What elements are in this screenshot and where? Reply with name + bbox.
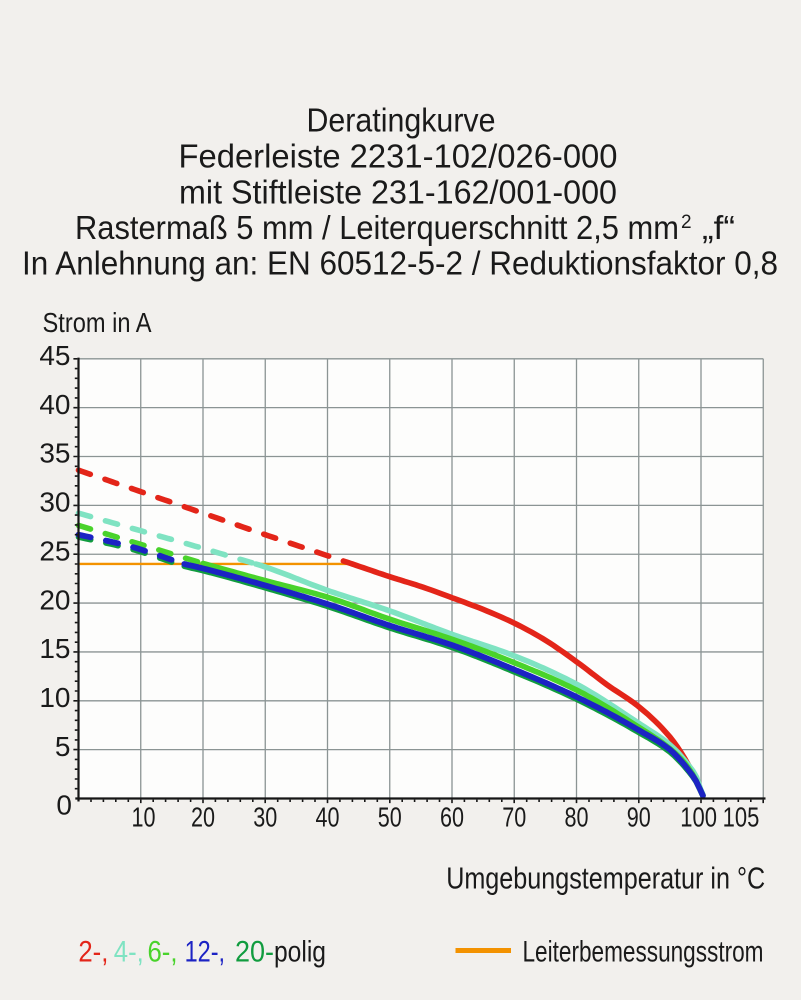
svg-text:20-: 20- <box>235 936 274 969</box>
svg-text:60: 60 <box>440 802 464 833</box>
svg-text:50: 50 <box>378 802 402 833</box>
svg-text:2-,: 2-, <box>78 936 108 969</box>
svg-text:6-,: 6-, <box>148 936 178 969</box>
svg-text:Umgebungstemperatur in °C: Umgebungstemperatur in °C <box>446 860 765 895</box>
svg-text:40: 40 <box>316 802 340 833</box>
svg-text:Deratingkurve: Deratingkurve <box>307 102 496 139</box>
svg-text:2: 2 <box>681 212 692 233</box>
svg-text:Federleiste 2231-102/026-000: Federleiste 2231-102/026-000 <box>179 138 618 175</box>
svg-text:polig: polig <box>274 936 326 969</box>
svg-text:10: 10 <box>132 802 156 833</box>
svg-text:90: 90 <box>627 802 651 833</box>
svg-text:25: 25 <box>39 535 70 566</box>
svg-text:0: 0 <box>56 790 72 821</box>
svg-text:30: 30 <box>39 487 70 518</box>
svg-text:20: 20 <box>191 802 215 833</box>
svg-text:In Anlehnung an: EN 60512-5-2: In Anlehnung an: EN 60512-5-2 / Reduktio… <box>22 245 778 282</box>
svg-text:20: 20 <box>39 584 70 615</box>
svg-text:30: 30 <box>253 802 277 833</box>
svg-text:80: 80 <box>565 802 589 833</box>
svg-text:15: 15 <box>39 633 70 664</box>
svg-text:12-,: 12-, <box>185 936 226 969</box>
svg-text:35: 35 <box>39 438 70 469</box>
svg-text:Strom in A: Strom in A <box>43 307 152 338</box>
svg-text:Rastermaß 5 mm / Leiterquersch: Rastermaß 5 mm / Leiterquerschnitt 2,5 m… <box>75 209 679 246</box>
svg-text:40: 40 <box>39 389 70 420</box>
svg-text:„f“: „f“ <box>702 209 735 246</box>
svg-text:105: 105 <box>723 802 760 833</box>
svg-text:mit Stiftleiste 231-162/001-00: mit Stiftleiste 231-162/001-000 <box>179 174 617 211</box>
svg-text:100: 100 <box>680 802 717 833</box>
svg-text:70: 70 <box>502 802 526 833</box>
svg-text:Leiterbemessungsstrom: Leiterbemessungsstrom <box>523 936 764 969</box>
svg-text:45: 45 <box>39 340 70 371</box>
svg-text:4-,: 4-, <box>114 936 144 969</box>
svg-text:5: 5 <box>55 731 71 762</box>
svg-text:10: 10 <box>39 682 70 713</box>
